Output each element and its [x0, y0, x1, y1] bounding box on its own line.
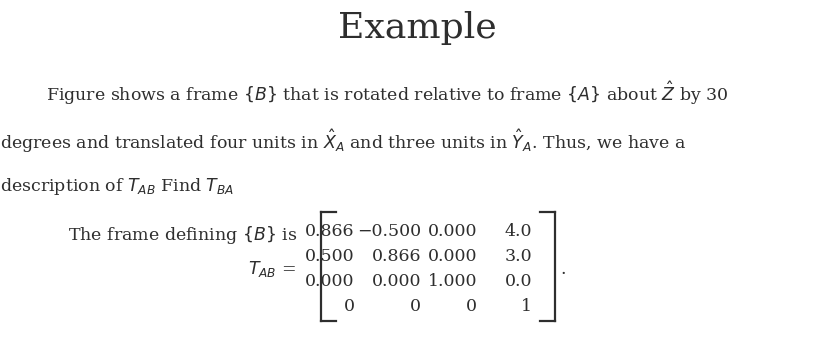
- Text: $T_{AB}$ =: $T_{AB}$ =: [248, 259, 296, 279]
- Text: −0.500: −0.500: [357, 223, 421, 240]
- Text: 3.0: 3.0: [505, 248, 532, 265]
- Text: 0.000: 0.000: [428, 248, 477, 265]
- Text: 0.500: 0.500: [304, 248, 354, 265]
- Text: Figure shows a frame $\{B\}$ that is rotated relative to frame $\{A\}$ about $\h: Figure shows a frame $\{B\}$ that is rot…: [46, 79, 729, 107]
- Text: 0.0: 0.0: [505, 273, 532, 290]
- Text: 1: 1: [521, 298, 532, 316]
- Text: 0.866: 0.866: [372, 248, 421, 265]
- Text: 4.0: 4.0: [505, 223, 532, 240]
- Text: description of $T_{AB}$ Find $T_{BA}$: description of $T_{AB}$ Find $T_{BA}$: [0, 176, 234, 197]
- Text: 1.000: 1.000: [428, 273, 477, 290]
- Text: 0.000: 0.000: [372, 273, 421, 290]
- Text: 0.866: 0.866: [305, 223, 354, 240]
- Text: 0: 0: [344, 298, 354, 316]
- Text: degrees and translated four units in $\hat{X}_A$ and three units in $\hat{Y}_A$.: degrees and translated four units in $\h…: [0, 127, 686, 155]
- Text: 0: 0: [410, 298, 421, 316]
- Text: 0: 0: [466, 298, 477, 316]
- Text: The frame defining $\{B\}$ is: The frame defining $\{B\}$ is: [46, 224, 297, 246]
- Text: Example: Example: [338, 11, 496, 45]
- Text: 0.000: 0.000: [428, 223, 477, 240]
- Text: 0.000: 0.000: [305, 273, 354, 290]
- Text: .: .: [560, 261, 566, 278]
